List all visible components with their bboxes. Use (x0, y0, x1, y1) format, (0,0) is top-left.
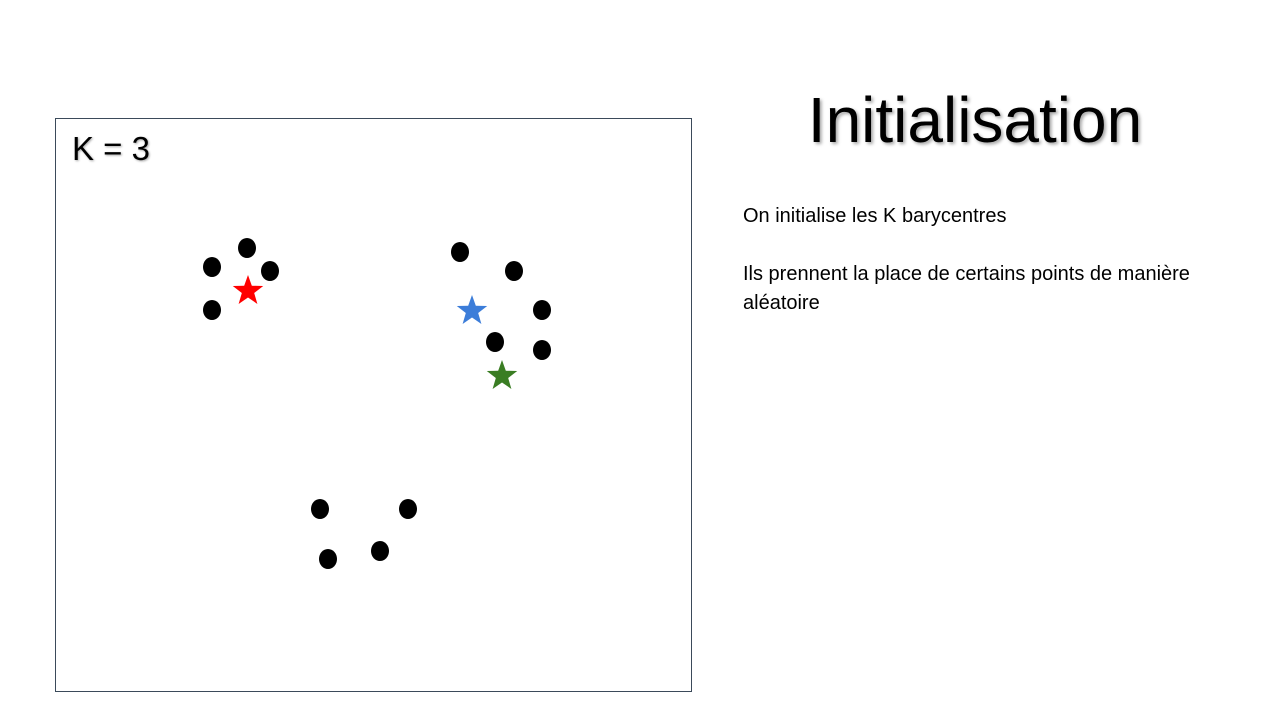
slide-title: Initialisation (807, 84, 1143, 156)
data-point (505, 261, 523, 281)
data-point (399, 499, 417, 519)
centroid-green-star-icon (486, 360, 518, 389)
data-point (533, 300, 551, 320)
data-point (311, 499, 329, 519)
data-point (486, 332, 504, 352)
paragraph-2: Ils prennent la place de certains points… (743, 263, 1190, 314)
slide-body: On initialise les K barycentres Ils pren… (743, 202, 1253, 347)
data-point (451, 242, 469, 262)
k-label: K = 3 (72, 130, 150, 167)
data-point (371, 541, 389, 561)
data-point (203, 300, 221, 320)
scatter-plot (203, 238, 551, 569)
data-point (319, 549, 337, 569)
centroid-red-star-icon (232, 275, 264, 304)
centroid-blue-star-icon (456, 295, 488, 324)
data-point (533, 340, 551, 360)
data-point (261, 261, 279, 281)
data-point (238, 238, 256, 258)
data-point (203, 257, 221, 277)
paragraph-1: On initialise les K barycentres (743, 205, 1007, 227)
plot-frame: K = 3 (55, 118, 692, 692)
